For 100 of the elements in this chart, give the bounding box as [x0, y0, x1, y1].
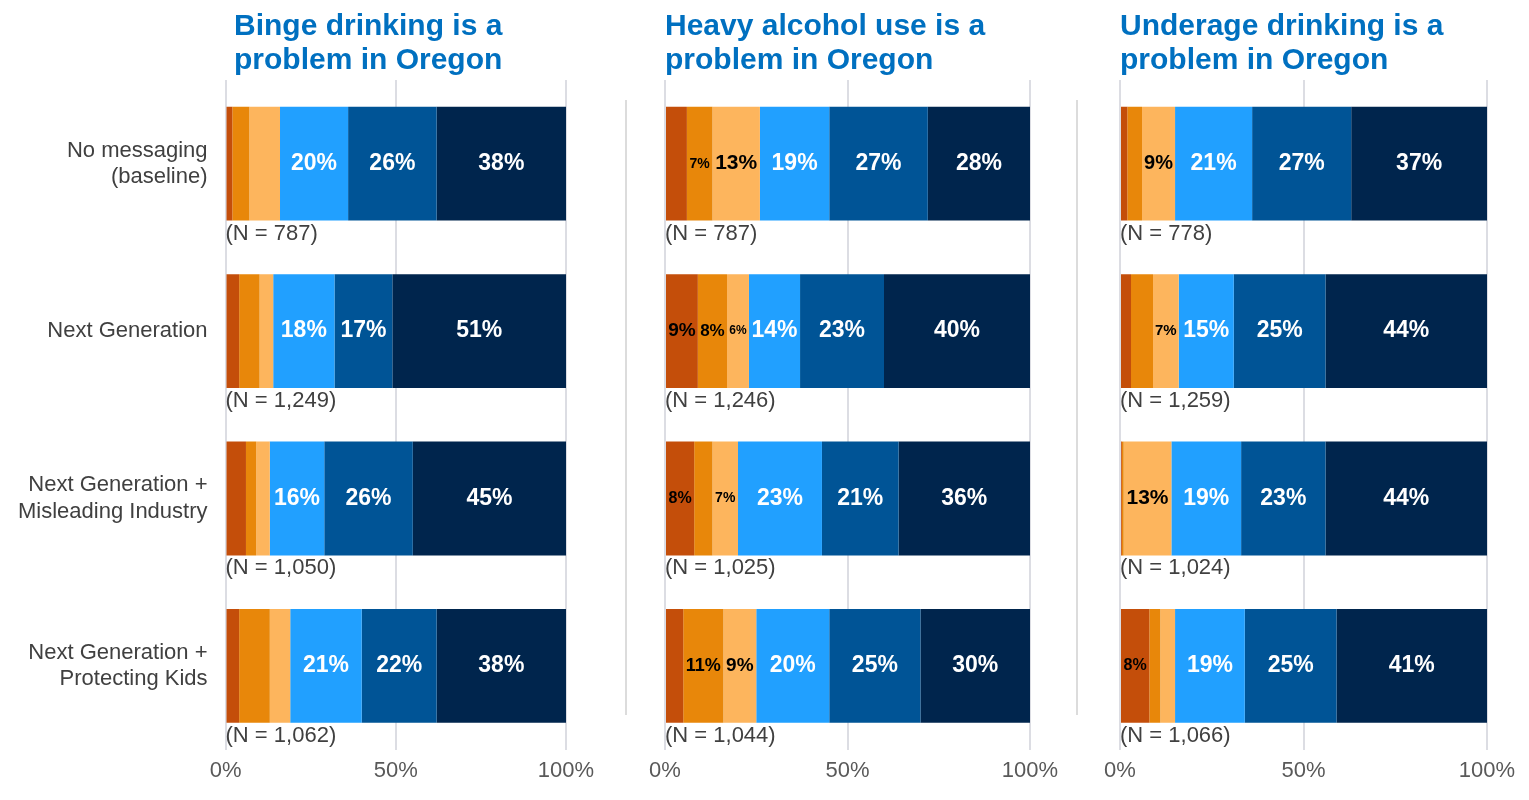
- bar: [1325, 274, 1487, 389]
- bar: [723, 608, 757, 723]
- data-label: 44%: [1383, 483, 1430, 510]
- bar: [666, 106, 687, 221]
- bar: [324, 441, 413, 556]
- annotation: (N = 1,246): [665, 387, 776, 413]
- bar: [290, 608, 362, 723]
- data-label: 23%: [756, 483, 803, 510]
- annotation: (N = 1,259): [1120, 387, 1231, 413]
- data-label: 38%: [478, 149, 525, 176]
- bar: [683, 608, 724, 723]
- bar: [756, 608, 830, 723]
- bar: [1336, 608, 1487, 723]
- bar: [226, 274, 240, 389]
- bar: [884, 274, 1030, 389]
- bar: [259, 274, 274, 389]
- annotation: (N = 1,249): [225, 387, 337, 413]
- bar: [273, 274, 335, 389]
- bar: [748, 274, 801, 389]
- x-tick-label: 100%: [1458, 756, 1516, 782]
- bar: [738, 441, 822, 556]
- bar: [1325, 441, 1487, 556]
- data-label: 9%: [668, 319, 696, 341]
- data-label: 8%: [1123, 656, 1147, 674]
- bar: [1127, 106, 1143, 221]
- data-label: 17%: [340, 316, 387, 343]
- annotation: (N = 1,024): [1120, 554, 1231, 580]
- data-label: 19%: [1186, 651, 1233, 678]
- data-label: 7%: [1155, 321, 1177, 339]
- bar: [348, 106, 437, 221]
- data-label: 38%: [478, 651, 525, 678]
- bar: [1121, 608, 1150, 723]
- data-label: 18%: [280, 316, 327, 343]
- data-label: 19%: [771, 149, 818, 176]
- x-tick-label: 100%: [1001, 756, 1059, 782]
- data-label: 25%: [1267, 651, 1314, 678]
- data-label: 28%: [955, 149, 1002, 176]
- y-tick-label: Next Generation + Misleading Industry: [17, 471, 208, 523]
- bar: [666, 608, 684, 723]
- bar: [256, 441, 270, 556]
- data-label: 25%: [1256, 316, 1303, 343]
- bar: [1123, 441, 1172, 556]
- annotation: (N = 787): [665, 219, 758, 245]
- data-label: 25%: [851, 651, 898, 678]
- data-label: 40%: [933, 316, 981, 343]
- bar: [239, 608, 270, 723]
- data-label: 9%: [1144, 151, 1174, 174]
- data-label: 15%: [1183, 316, 1230, 343]
- chart-title: Underage drinking is a problem in Oregon: [1120, 8, 1445, 76]
- y-tick-label: Next Generation + Protecting Kids: [28, 638, 208, 691]
- data-label: 11%: [685, 654, 721, 675]
- bar: [727, 274, 749, 389]
- bar: [245, 441, 257, 556]
- data-label: 30%: [952, 651, 999, 678]
- data-label: 16%: [274, 483, 321, 510]
- bar: [1160, 608, 1176, 723]
- bar: [1121, 106, 1128, 221]
- bar: [392, 274, 566, 389]
- bar: [361, 608, 437, 723]
- bar: [436, 106, 566, 221]
- bar: [226, 608, 240, 723]
- x-tick-label: 100%: [537, 756, 595, 782]
- bar: [666, 441, 695, 556]
- bar: [697, 274, 728, 389]
- y-tick-label: No messaging (baseline): [66, 136, 208, 188]
- bar: [829, 608, 921, 723]
- bar: [1178, 274, 1234, 389]
- data-label: 14%: [751, 316, 798, 343]
- bar: [821, 441, 899, 556]
- data-label: 7%: [689, 154, 711, 171]
- bar: [920, 608, 1030, 723]
- bar: [800, 274, 884, 389]
- bar: [1175, 608, 1245, 723]
- annotation: (N = 1,050): [225, 554, 337, 580]
- bar: [712, 106, 760, 221]
- data-label: 21%: [837, 483, 884, 510]
- data-label: 23%: [819, 316, 866, 343]
- x-tick-label: 0%: [209, 756, 242, 782]
- bar: [280, 106, 349, 221]
- bar: [1121, 274, 1132, 389]
- data-label: 41%: [1388, 651, 1435, 678]
- data-label: 44%: [1383, 316, 1430, 343]
- x-tick-label: 50%: [1281, 756, 1326, 782]
- data-label: 51%: [456, 316, 503, 343]
- annotation: (N = 1,062): [225, 721, 337, 747]
- data-label: 27%: [1278, 149, 1325, 176]
- bar: [269, 441, 325, 556]
- data-label: 20%: [291, 149, 338, 176]
- bar: [1149, 608, 1161, 723]
- bar: [1142, 106, 1176, 221]
- annotation: (N = 1,066): [1120, 721, 1231, 747]
- data-label: 13%: [1126, 485, 1169, 509]
- data-label: 21%: [302, 651, 349, 678]
- bar: [686, 106, 713, 221]
- bar: [1153, 274, 1179, 389]
- bar: [759, 106, 830, 221]
- data-label: 6%: [729, 323, 747, 338]
- bar: [927, 106, 1030, 221]
- data-label: 45%: [466, 483, 513, 510]
- bar: [829, 106, 928, 221]
